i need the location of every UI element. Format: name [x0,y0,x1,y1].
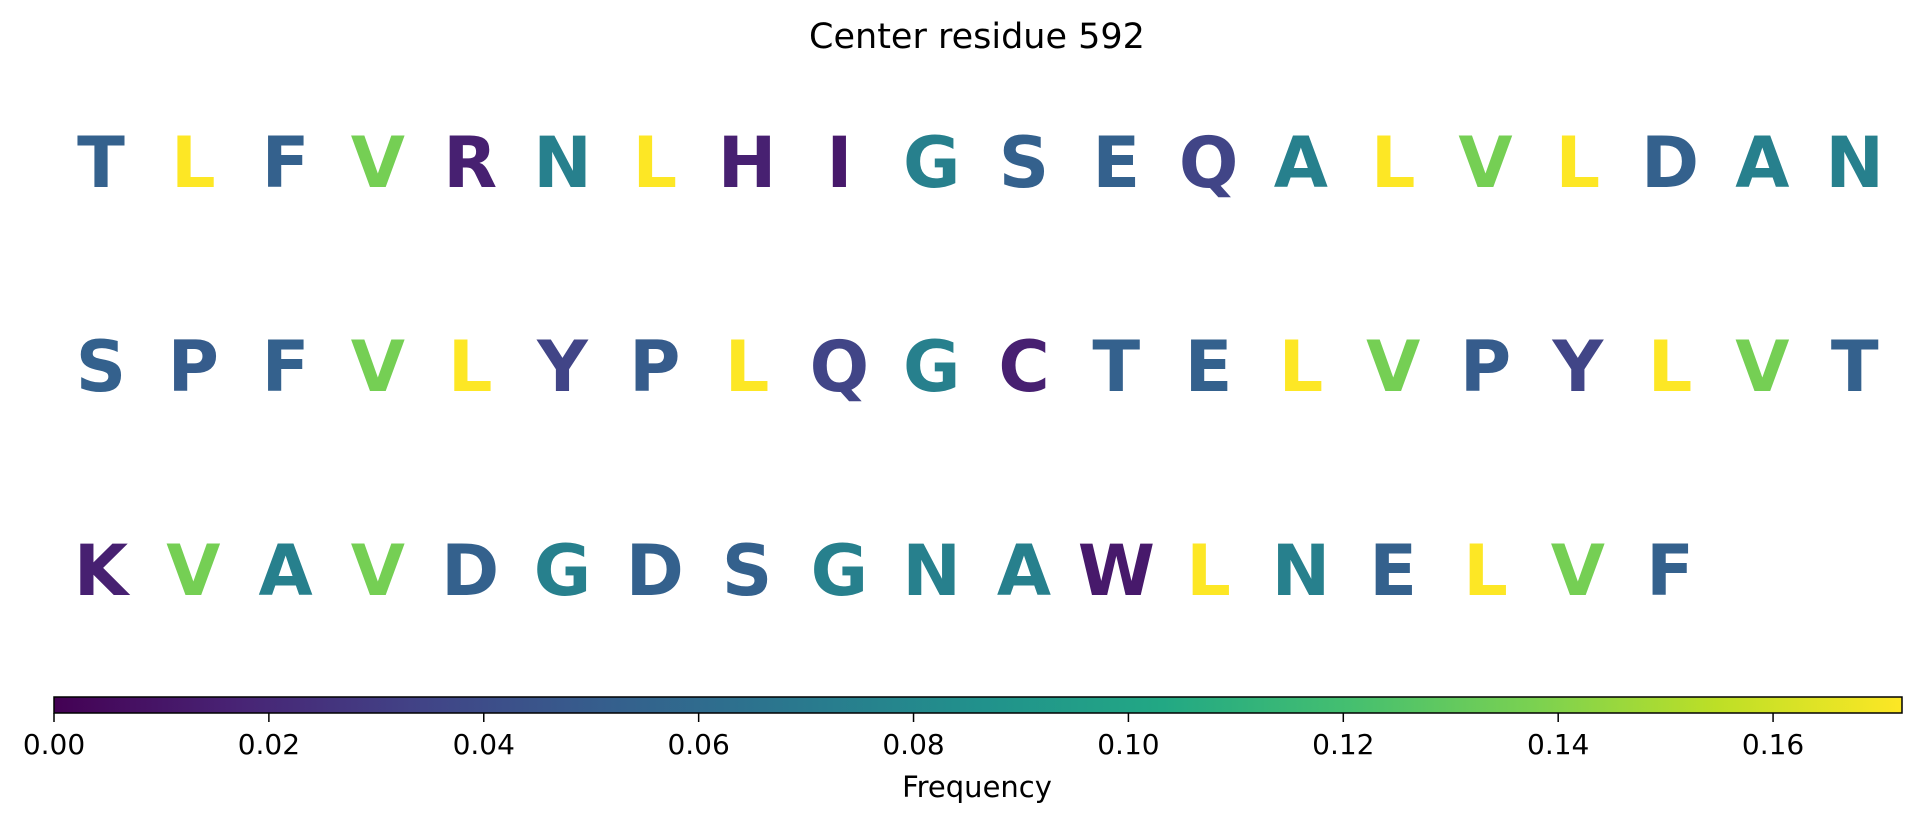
residue-letter: L [1648,326,1693,408]
colorbar-tick-label: 0.12 [1312,728,1374,761]
chart-title: Center residue 592 [809,17,1145,57]
residue-letter: E [1369,530,1417,612]
residue-letter: L [632,122,677,204]
residue-letter: V [1735,326,1789,408]
residue-letter: D [1641,122,1699,204]
residue-letter: P [1460,326,1511,408]
colorbar-tick-label: 0.08 [882,728,944,761]
residue-letter: L [1555,122,1600,204]
residue-letter: S [722,530,772,612]
residue-letter: V [166,530,220,612]
residue-letter: P [168,326,219,408]
residue-letter: N [902,530,961,612]
residue-letter: N [1272,530,1331,612]
residue-letter: G [811,530,868,612]
colorbar-gradient [53,696,1903,714]
residue-letter: L [1463,530,1508,612]
residue-letter: L [448,326,493,408]
residue-letter: G [903,122,960,204]
residue-letter: I [826,122,852,204]
residue-letter: A [1735,122,1789,204]
residue-letter: N [1825,122,1884,204]
colorbar-tick-label: 0.16 [1742,728,1804,761]
residue-letter: E [1185,326,1233,408]
residue-letter: E [1092,122,1140,204]
colorbar-label: Frequency [902,770,1052,804]
residue-letter: F [262,326,310,408]
residue-letter: T [77,122,125,204]
residue-letter: N [533,122,592,204]
residue-letter: T [1092,326,1140,408]
residue-letter: V [351,326,405,408]
colorbar-tick-label: 0.14 [1527,728,1589,761]
residue-letter: G [903,326,960,408]
residue-letter: H [718,122,777,204]
residue-letter: V [351,530,405,612]
residue-letter: L [1279,326,1324,408]
residue-letter: L [171,122,216,204]
residue-letter: Y [1551,326,1604,408]
residue-letter: C [998,326,1049,408]
residue-letter: Y [536,326,589,408]
residue-letter: S [76,326,126,408]
residue-letter: V [1366,326,1420,408]
residue-letter: L [1371,122,1416,204]
residue-letter: Q [810,326,870,408]
colorbar-tick-label: 0.10 [1097,728,1159,761]
residue-letter: D [441,530,499,612]
residue-letter: D [626,530,684,612]
residue-letter: S [999,122,1049,204]
colorbar: 0.00 0.02 0.04 0.06 0.08 0.10 0.12 0.14 0.16 Fre… [23,696,1903,804]
residue-letter: G [534,530,591,612]
residue-letter: L [1186,530,1231,612]
colorbar-tick-label: 0.06 [667,728,729,761]
residue-letter: A [259,530,313,612]
colorbar-ticks: 0.00 0.02 0.04 0.06 0.08 0.10 0.12 0.14 0.16 [23,713,1804,761]
residue-letter: A [997,530,1051,612]
residue-letter: W [1078,530,1155,612]
residue-letter: A [1274,122,1328,204]
residue-grid: T L F V R N L H I G S E Q A L V L D A NS P F V L Y P L Q G C T E L V P Y L V T… [74,122,1884,612]
residue-letter: F [262,122,310,204]
colorbar-tick-label: 0.04 [453,728,515,761]
colorbar-tick-label: 0.02 [238,728,300,761]
residue-letter: Q [1179,122,1239,204]
residue-letter: V [1551,530,1605,612]
residue-letter: P [629,326,680,408]
residue-letter: T [1831,326,1879,408]
residue-letter: R [443,122,497,204]
residue-letter: F [1646,530,1694,612]
residue-letter: L [725,326,770,408]
colorbar-tick-label: 0.00 [23,728,85,761]
residue-letter: V [1458,122,1512,204]
residue-letter: K [74,530,131,612]
residue-letter: V [351,122,405,204]
